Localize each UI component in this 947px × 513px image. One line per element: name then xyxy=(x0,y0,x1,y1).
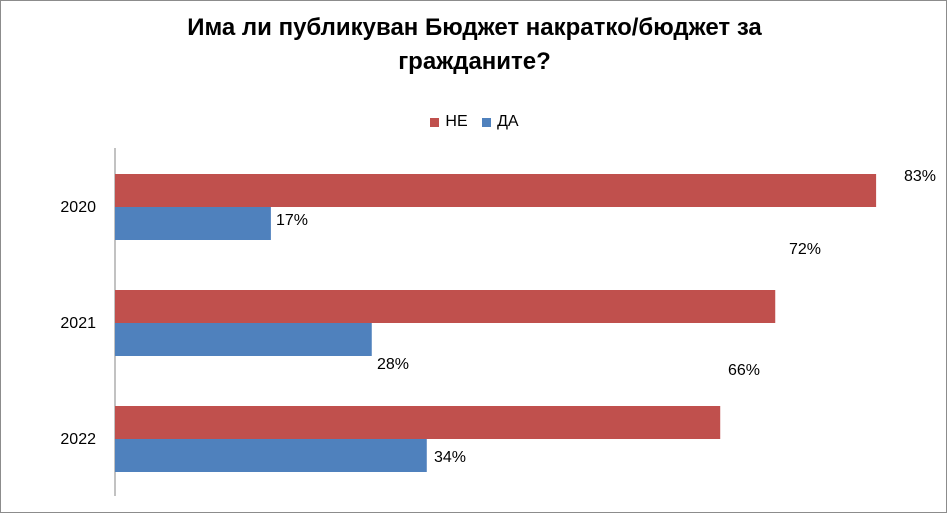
data-label-da-2020: 17% xyxy=(276,212,308,229)
y-tick-label-2020: 2020 xyxy=(60,199,96,216)
y-tick-label-2021: 2021 xyxy=(60,315,96,332)
data-label-ne-2021: 72% xyxy=(789,241,821,258)
chart-title-line-2: гражданите? xyxy=(398,48,551,75)
legend-swatch-ne xyxy=(430,117,440,127)
chart-title-line-1: Има ли публикуван Бюджет накратко/бюджет… xyxy=(187,14,762,41)
chart-title: Има ли публикуван Бюджет накратко/бюджет… xyxy=(1,11,947,79)
data-label-da-2022: 34% xyxy=(434,449,466,466)
legend-item-ne: НЕ xyxy=(430,113,468,131)
bar-ne-2020 xyxy=(115,174,877,207)
y-tick-label-2022: 2022 xyxy=(60,431,96,448)
data-label-ne-2020: 83% xyxy=(904,168,936,185)
bar-ne-2021 xyxy=(115,290,776,323)
legend-item-da: ДА xyxy=(482,113,519,131)
data-label-ne-2022: 66% xyxy=(728,362,760,379)
bar-da-2021 xyxy=(115,323,372,356)
chart-legend: НЕ ДА xyxy=(1,113,947,132)
legend-label-ne: НЕ xyxy=(445,113,468,130)
legend-label-da: ДА xyxy=(497,113,519,130)
data-label-da-2021: 28% xyxy=(377,356,409,373)
legend-swatch-da xyxy=(482,117,492,127)
bar-da-2020 xyxy=(115,207,271,240)
bar-da-2022 xyxy=(115,439,427,472)
bar-ne-2022 xyxy=(115,406,721,439)
